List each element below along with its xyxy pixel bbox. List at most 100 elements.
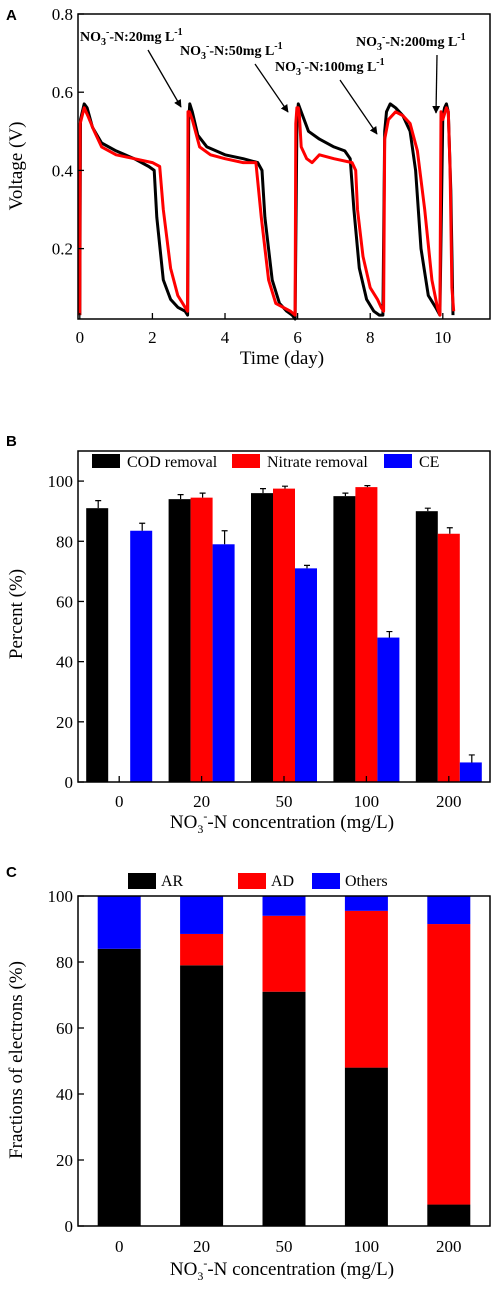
annotation-50-label: NO3--N:50mg L-1 bbox=[180, 41, 283, 62]
panel-a-frame bbox=[77, 13, 491, 320]
x-tick-label-20: 20 bbox=[193, 792, 210, 811]
x-tick-label-0: 0 bbox=[76, 328, 85, 347]
voltage-series-2 bbox=[78, 106, 456, 317]
x-tick-label-20: 20 bbox=[193, 1237, 210, 1256]
x-tick-label-2: 2 bbox=[148, 328, 157, 347]
y-tick-label-0.4: 0.4 bbox=[52, 161, 74, 180]
y-tick-label-60: 60 bbox=[56, 592, 73, 611]
bar-cod-removal-50 bbox=[251, 493, 273, 782]
panel-b-ylabel: Percent (%) bbox=[6, 569, 27, 659]
errorbar-cod-removal-50 bbox=[260, 488, 266, 494]
bar-cod-removal-20 bbox=[168, 499, 191, 782]
bar-nitrate-removal-20 bbox=[190, 497, 213, 782]
errorbar-cod-removal-200 bbox=[424, 507, 431, 512]
panel-b-plot bbox=[86, 485, 482, 782]
legend-swatch-ce bbox=[384, 454, 412, 468]
y-tick-label-40: 40 bbox=[56, 1085, 73, 1104]
bar-cod-removal-200 bbox=[415, 511, 438, 782]
y-tick-label-0.2: 0.2 bbox=[52, 240, 73, 259]
y-tick-label-100: 100 bbox=[48, 887, 74, 906]
legend-label-ce: CE bbox=[419, 454, 439, 471]
panel-c-legend: AR AD Others bbox=[128, 873, 388, 890]
bar-ce-200 bbox=[459, 762, 482, 782]
bar-cod-removal-100 bbox=[333, 496, 356, 782]
panel-b-xlabel: NO3--N concentration (mg/L) bbox=[170, 809, 394, 836]
annotation-20: NO3--N:20mg L-1 bbox=[80, 27, 183, 108]
y-tick-label-0: 0 bbox=[65, 1217, 74, 1236]
stack-ar-20 bbox=[180, 965, 224, 1226]
errorbar-ce-50 bbox=[304, 564, 310, 569]
errorbar-ce-100 bbox=[386, 630, 393, 638]
stack-others-0 bbox=[97, 896, 141, 949]
y-tick-label-80: 80 bbox=[56, 953, 73, 972]
stack-others-100 bbox=[344, 896, 388, 911]
errorbar-cod-removal-100 bbox=[342, 492, 349, 497]
panel-a-ticks: 0 2 4 6 8 10 0.2 0.4 0.6 0.8 bbox=[52, 5, 452, 347]
x-tick-label-100: 100 bbox=[354, 792, 380, 811]
stack-others-20 bbox=[180, 896, 224, 934]
stack-ar-200 bbox=[427, 1204, 471, 1226]
panel-c-ylabel: Fractions of electrons (%) bbox=[6, 961, 27, 1159]
panel-c-xlabel: NO3--N concentration (mg/L) bbox=[170, 1256, 394, 1283]
bar-ce-20 bbox=[212, 544, 235, 782]
x-tick-label-50: 50 bbox=[276, 792, 293, 811]
errorbar-ce-20 bbox=[221, 530, 228, 545]
bar-ce-50 bbox=[295, 568, 317, 782]
bar-ce-0 bbox=[130, 530, 153, 782]
panel-a-ylabel: Voltage (V) bbox=[6, 122, 27, 211]
annotation-20-label: NO3--N:20mg L-1 bbox=[80, 27, 183, 48]
legend-label-cod-removal: COD removal bbox=[127, 454, 218, 471]
panel-c-plot bbox=[97, 896, 471, 1226]
stack-ad-100 bbox=[344, 910, 388, 1068]
panel-c-ticks: 0 20 50 100 200 0 20 40 60 80 100 bbox=[48, 887, 462, 1256]
bar-nitrate-removal-200 bbox=[437, 533, 460, 782]
annotation-100-label: NO3--N:100mg L-1 bbox=[275, 57, 385, 78]
legend-swatch-ar bbox=[128, 873, 156, 889]
bar-ce-100 bbox=[377, 637, 400, 782]
annotation-100: NO3--N:100mg L-1 bbox=[275, 57, 385, 135]
panel-b-ticks: 0 20 50 100 200 0 20 40 60 80 100 bbox=[48, 472, 462, 811]
x-tick-label-10: 10 bbox=[434, 328, 451, 347]
legend-label-others: Others bbox=[345, 873, 388, 890]
annotation-50: NO3--N:50mg L-1 bbox=[180, 41, 289, 113]
bar-cod-removal-0 bbox=[86, 508, 109, 782]
errorbar-cod-removal-0 bbox=[95, 500, 102, 509]
errorbar-nitrate-removal-200 bbox=[446, 527, 453, 534]
errorbar-ce-200 bbox=[468, 754, 475, 763]
legend-label-nitrate-removal: Nitrate removal bbox=[267, 454, 368, 471]
annotation-100-arrow bbox=[339, 79, 378, 135]
legend-label-ad: AD bbox=[271, 873, 294, 890]
annotation-200-label: NO3--N:200mg L-1 bbox=[356, 32, 466, 53]
panel-a-plot bbox=[78, 102, 456, 321]
legend-swatch-cod-removal bbox=[92, 454, 120, 468]
x-tick-label-200: 200 bbox=[436, 792, 462, 811]
y-tick-label-0.8: 0.8 bbox=[52, 5, 73, 24]
stack-ad-50 bbox=[262, 915, 306, 992]
y-tick-label-80: 80 bbox=[56, 532, 73, 551]
x-tick-label-4: 4 bbox=[221, 328, 230, 347]
bar-nitrate-removal-100 bbox=[355, 487, 378, 782]
stack-ar-0 bbox=[97, 948, 141, 1226]
x-tick-label-100: 100 bbox=[354, 1237, 380, 1256]
x-tick-label-0: 0 bbox=[115, 1237, 124, 1256]
annotation-200-arrow bbox=[432, 54, 441, 114]
panel-b-letter: B bbox=[6, 433, 17, 450]
errorbar-nitrate-removal-20 bbox=[199, 492, 206, 498]
panel-a-xlabel: Time (day) bbox=[240, 348, 324, 369]
x-tick-label-8: 8 bbox=[366, 328, 375, 347]
panel-b: B COD removal Nitrate removal CE 0 20 50 100 2… bbox=[6, 433, 491, 836]
y-tick-label-20: 20 bbox=[56, 713, 73, 732]
errorbar-ce-0 bbox=[139, 522, 146, 531]
annotation-50-arrow bbox=[254, 63, 289, 113]
y-tick-label-100: 100 bbox=[48, 472, 74, 491]
panel-c: C AR AD Others 0 20 50 100 200 0 20 40 60 80 100 NO3… bbox=[6, 864, 491, 1283]
stack-others-50 bbox=[262, 896, 306, 916]
stack-ad-200 bbox=[427, 924, 471, 1205]
annotation-20-arrow bbox=[147, 49, 182, 108]
panel-c-letter: C bbox=[6, 864, 17, 881]
y-tick-label-40: 40 bbox=[56, 653, 73, 672]
panel-a-letter: A bbox=[6, 7, 17, 24]
y-tick-label-60: 60 bbox=[56, 1019, 73, 1038]
errorbar-nitrate-removal-100 bbox=[364, 485, 371, 488]
